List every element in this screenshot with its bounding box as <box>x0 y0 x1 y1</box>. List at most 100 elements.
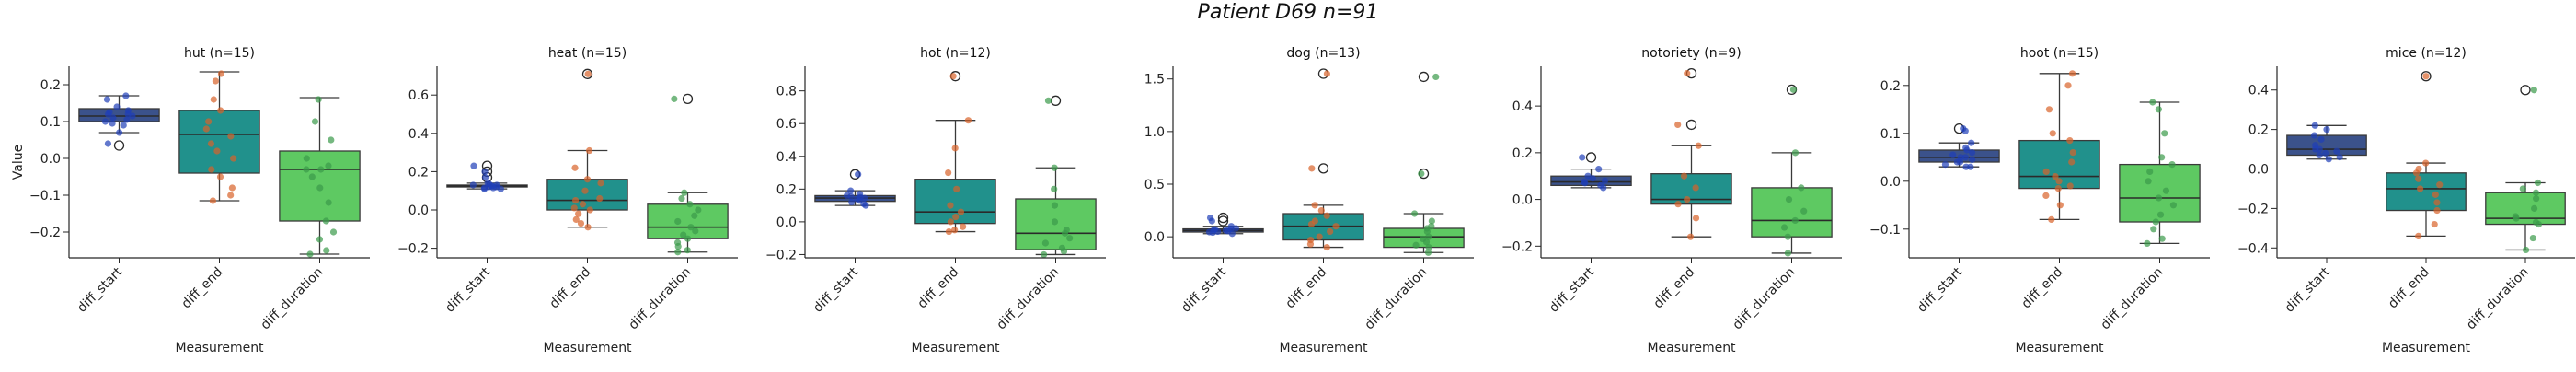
data-point <box>2162 187 2170 194</box>
data-point <box>104 110 112 118</box>
data-point <box>671 95 678 102</box>
y-tick-label: 0.6 <box>776 117 797 132</box>
data-point <box>213 147 221 155</box>
data-point <box>1428 217 1435 225</box>
chart-panel: hot (n=12) −0.2 0.0 0.2 0.4 0.6 0.8 diff_start d… <box>765 46 1106 355</box>
x-tick-label: diff_duration <box>627 265 695 333</box>
data-point <box>104 140 112 147</box>
data-point <box>1686 233 1695 240</box>
data-point <box>949 73 957 80</box>
chart-panel: mice (n=12) −0.4 −0.2 0.0 0.2 0.4 diff_start di… <box>2237 46 2575 355</box>
data-point <box>597 180 604 187</box>
data-point <box>308 173 316 180</box>
data-point <box>1208 217 1215 225</box>
x-tick-label: diff_end <box>1283 265 1330 312</box>
data-point <box>303 166 310 173</box>
outlier-marker <box>682 93 694 105</box>
data-point <box>951 145 959 152</box>
data-point <box>1674 201 1682 208</box>
data-point <box>2045 106 2053 113</box>
data-point <box>684 247 691 254</box>
data-point <box>328 136 335 144</box>
data-point <box>2431 220 2438 228</box>
data-point <box>2323 126 2330 134</box>
y-tick-label: 0.0 <box>2248 163 2269 178</box>
data-point <box>581 187 589 194</box>
data-point <box>2055 178 2063 185</box>
data-point <box>122 92 130 99</box>
data-point <box>964 117 972 124</box>
data-point <box>1323 243 1330 251</box>
box <box>178 110 260 174</box>
x-tick-label: diff_duration <box>259 265 327 333</box>
data-point <box>469 181 477 189</box>
data-point <box>2321 149 2329 157</box>
data-point <box>1968 149 1976 157</box>
data-point <box>575 210 582 217</box>
data-point <box>2145 178 2152 185</box>
data-point <box>2416 185 2424 192</box>
data-point <box>481 174 489 181</box>
data-point <box>103 96 111 103</box>
x-tick-label: diff_end <box>179 265 226 312</box>
data-point <box>686 201 694 208</box>
data-point <box>586 206 593 214</box>
data-point <box>585 146 593 155</box>
x-axis-label: Measurement <box>543 341 632 355</box>
data-point <box>329 228 338 236</box>
data-point <box>1051 164 1058 171</box>
data-point <box>2158 154 2166 161</box>
data-point <box>2325 156 2332 163</box>
box <box>647 203 729 239</box>
x-tick-label: diff_duration <box>995 265 1063 333</box>
data-point <box>1956 158 1964 166</box>
data-point <box>855 170 862 178</box>
data-point <box>678 194 685 203</box>
data-point <box>1798 184 1805 192</box>
x-tick-label: diff_start <box>1915 264 1966 316</box>
data-point <box>227 133 235 140</box>
chart-title: hot (n=12) <box>920 46 991 61</box>
data-point <box>953 185 960 192</box>
y-tick-label: 1.5 <box>1144 73 1165 87</box>
y-tick-label: 0.2 <box>1880 79 1901 94</box>
outlier-marker <box>1585 152 1597 163</box>
data-point <box>951 227 959 234</box>
data-point <box>583 176 592 183</box>
data-point <box>497 185 504 192</box>
y-tick-label: 0.4 <box>2248 84 2269 99</box>
data-point <box>680 231 687 238</box>
data-point <box>691 212 698 219</box>
data-point <box>2049 130 2056 137</box>
data-point <box>1041 239 1049 247</box>
chart-title: hoot (n=15) <box>2020 46 2099 61</box>
data-point <box>1963 146 1971 154</box>
data-point <box>2530 87 2537 94</box>
data-point <box>584 70 592 77</box>
data-point <box>952 213 960 221</box>
data-point <box>2066 182 2074 190</box>
data-point <box>1327 227 1334 236</box>
data-point <box>2531 204 2538 212</box>
data-point <box>1228 230 1236 238</box>
data-point <box>129 112 136 120</box>
y-tick-label: 0.0 <box>1144 230 1165 245</box>
data-point <box>306 250 314 258</box>
chart-title: notoriety (n=9) <box>1641 46 1741 61</box>
data-point <box>2433 206 2441 215</box>
data-point <box>2415 175 2422 182</box>
data-point <box>2152 218 2159 226</box>
data-point <box>1425 243 1432 251</box>
data-point <box>2042 192 2050 199</box>
x-axis-label: Measurement <box>2015 341 2104 355</box>
data-point <box>2522 246 2530 254</box>
data-point <box>210 96 217 103</box>
data-point <box>2161 130 2168 137</box>
data-point <box>325 162 332 169</box>
data-point <box>2155 194 2163 202</box>
data-point <box>311 118 319 125</box>
data-point <box>216 173 224 180</box>
y-tick-label: 0.4 <box>1512 99 1533 114</box>
x-tick-label: diff_duration <box>2464 265 2532 333</box>
data-point <box>1589 175 1596 182</box>
